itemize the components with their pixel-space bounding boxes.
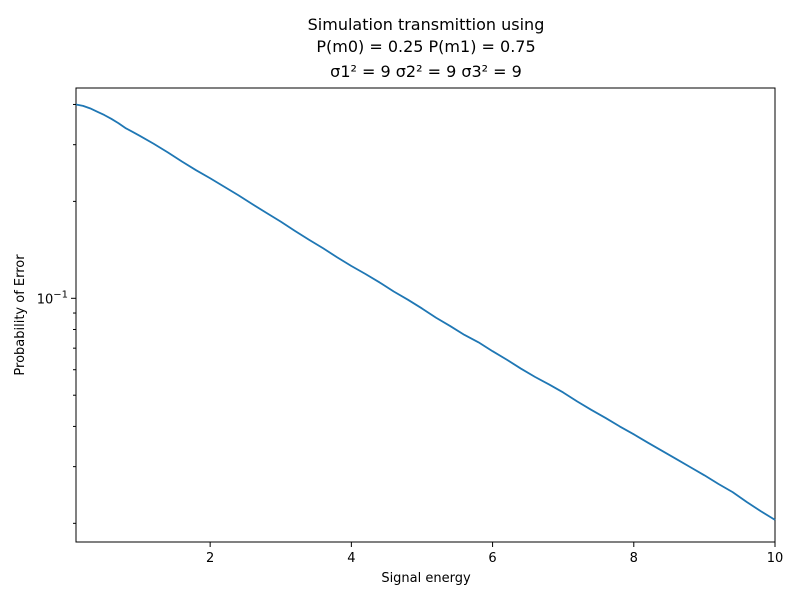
series-line: [75, 103, 776, 521]
x-axis: 2 4 6 8 10: [206, 542, 783, 566]
chart-title-line-2: P(m0) = 0.25 P(m1) = 0.75: [316, 37, 535, 56]
plot-area: [75, 87, 776, 543]
y-axis-label: Probability of Error: [13, 254, 28, 376]
x-tick-label: 10: [767, 551, 784, 566]
y-tick-label: 10−1: [37, 289, 68, 307]
x-tick-label: 6: [488, 551, 496, 566]
x-tick-label: 8: [630, 551, 638, 566]
x-tick-label: 4: [347, 551, 355, 566]
x-tick-label: 2: [206, 551, 214, 566]
chart-title-line-3: σ1² = 9 σ2² = 9 σ3² = 9: [330, 62, 522, 81]
y-axis: 10−1: [37, 103, 76, 524]
chart-title-line-1: Simulation transmittion using: [308, 15, 545, 34]
x-axis-label: Signal energy: [381, 571, 471, 586]
